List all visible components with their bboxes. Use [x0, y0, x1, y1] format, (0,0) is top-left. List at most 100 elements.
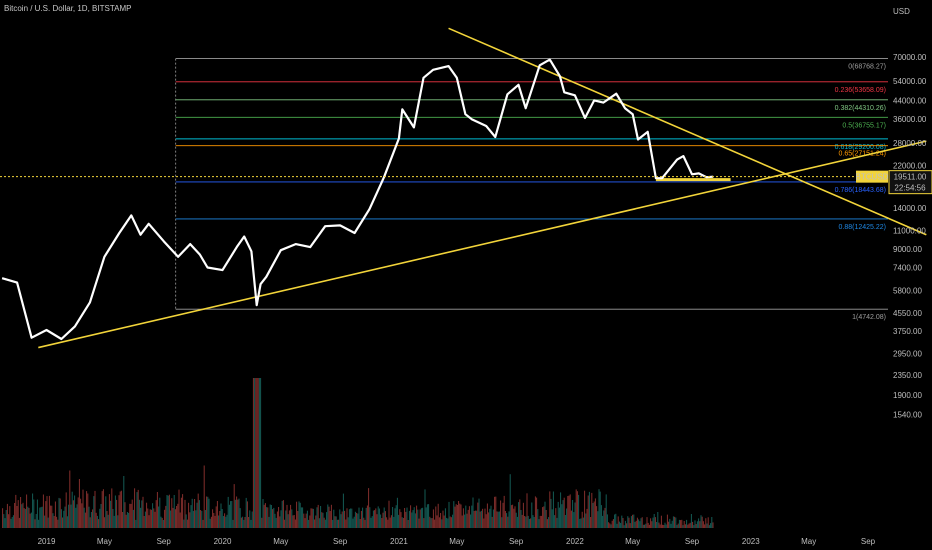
volume-bar	[12, 515, 14, 528]
price-axis-tick: 7400.00	[893, 264, 922, 273]
volume-bar	[418, 518, 420, 528]
volume-bar	[700, 515, 702, 528]
volume-bar	[582, 517, 584, 528]
volume-bar	[442, 510, 444, 528]
volume-bar	[438, 517, 440, 528]
volume-bar	[690, 514, 692, 528]
volume-bar	[492, 509, 494, 528]
volume-bar	[65, 492, 67, 528]
volume-bar	[276, 511, 278, 528]
volume-bar	[278, 507, 280, 528]
volume-bar	[293, 515, 295, 528]
volume-bar	[124, 502, 126, 528]
volume-bar	[134, 488, 136, 528]
volume-bar	[292, 515, 294, 528]
volume-bar	[659, 524, 661, 528]
volume-bar	[334, 516, 336, 528]
volume-bar	[87, 493, 89, 528]
volume-bar	[98, 519, 100, 528]
time-axis-tick: May	[273, 537, 288, 546]
price-axis-tick: 4550.00	[893, 309, 922, 318]
volume-bar	[72, 500, 74, 528]
volume-bar	[155, 500, 157, 528]
volume-bar	[557, 501, 559, 528]
volume-bar	[552, 491, 554, 528]
volume-bar	[692, 521, 694, 528]
volume-bar	[300, 507, 302, 528]
volume-bar	[130, 503, 132, 528]
volume-bar	[345, 519, 347, 528]
volume-bar	[297, 511, 299, 528]
volume-bar	[261, 517, 263, 528]
volume-bar	[550, 498, 552, 528]
volume-bar	[526, 493, 528, 528]
volume-bar	[551, 509, 553, 528]
volume-bar	[412, 510, 414, 528]
volume-bar	[327, 504, 329, 528]
volume-bar	[683, 521, 685, 528]
volume-bar	[146, 502, 148, 528]
volume-bar	[195, 510, 197, 528]
volume-bar	[446, 517, 448, 528]
volume-bar	[71, 491, 73, 528]
volume-bar	[204, 510, 206, 528]
volume-bar	[273, 507, 275, 528]
volume-bar	[508, 511, 510, 528]
volume-bar	[138, 499, 140, 528]
volume-bar	[180, 497, 182, 528]
volume-bar	[563, 497, 565, 528]
volume-bar	[113, 515, 115, 528]
volume-bar	[416, 505, 418, 528]
volume-bar	[255, 378, 257, 528]
volume-bar	[341, 511, 343, 528]
volume-bar	[123, 476, 125, 528]
volume-bar	[534, 496, 536, 528]
volume-bar	[354, 511, 356, 528]
volume-bar	[128, 512, 130, 528]
volume-bar	[335, 516, 337, 528]
volume-bar	[339, 509, 341, 528]
volume-bar	[46, 496, 48, 528]
price-axis-tick: 28000.00	[893, 139, 927, 148]
volume-bar	[174, 509, 176, 528]
volume-bar	[90, 512, 92, 528]
volume-bar	[633, 514, 635, 528]
volume-bar	[197, 493, 199, 528]
volume-bar	[62, 517, 64, 528]
volume-bar	[447, 518, 449, 528]
volume-bar	[144, 511, 146, 528]
volume-bar	[152, 503, 154, 528]
volume-bar	[310, 508, 312, 528]
trendlines	[38, 27, 927, 349]
fib-level-label: 0.382(44310.26)	[835, 105, 886, 112]
volume-bar	[231, 501, 233, 528]
volume-bar	[398, 514, 400, 528]
volume-bar	[126, 512, 128, 528]
volume-bar	[630, 516, 632, 528]
volume-bar	[6, 503, 8, 528]
volume-bar	[227, 496, 229, 528]
volume-bar	[648, 524, 650, 528]
volume-bar	[616, 523, 618, 528]
volume-bar	[120, 490, 122, 528]
volume-bar	[184, 499, 186, 528]
volume-bar	[42, 494, 44, 528]
volume-bar	[699, 521, 701, 528]
volume-bar	[598, 489, 600, 528]
volume-bar	[570, 510, 572, 528]
volume-bar	[23, 508, 25, 528]
volume-bar	[239, 508, 241, 528]
volume-bar	[536, 497, 538, 528]
volume-bar	[39, 507, 41, 528]
volume-bar	[372, 510, 374, 528]
volume-bar	[44, 515, 46, 528]
volume-bar	[291, 509, 293, 528]
symbol-tag-label: BTCUSD	[856, 173, 889, 182]
volume-bar	[119, 491, 121, 528]
volume-bar	[132, 509, 134, 528]
volume-bar	[56, 516, 58, 528]
volume-bar	[251, 511, 253, 528]
volume-bar	[75, 507, 77, 528]
volume-bar	[189, 512, 191, 528]
